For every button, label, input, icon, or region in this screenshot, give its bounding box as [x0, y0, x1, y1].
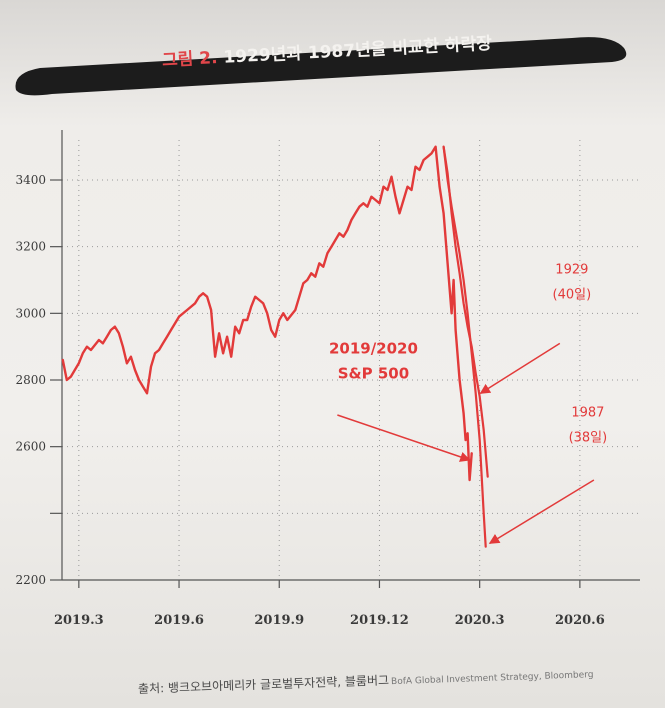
- y-tick-label: 3400: [15, 173, 46, 187]
- x-tick-label: 2019.9: [254, 613, 304, 628]
- annotation-label: 1987: [571, 406, 604, 421]
- series-line: [442, 145, 487, 548]
- y-tick-label: 2600: [15, 440, 46, 454]
- annotation-label: 2019/2020: [329, 339, 418, 357]
- y-tick-label: 3000: [15, 306, 46, 320]
- x-tick-label: 2020.6: [555, 613, 605, 628]
- annotation-arrow: [488, 479, 595, 544]
- grid: [62, 140, 640, 580]
- figure-banner: 그림 2. 1929년과 1987년을 비교한 하락장: [12, 18, 634, 100]
- annotation-label: (40일): [553, 287, 592, 302]
- y-axis-ticks: 2200 2600 2800 3000 3200 3400: [15, 173, 62, 587]
- series-group: [61, 145, 489, 548]
- y-tick-label: 2800: [15, 373, 46, 387]
- annotation-label: 1929: [555, 262, 588, 277]
- annotations: 2019/2020 S&P 500 1929 (40일) 1987 (38일): [329, 262, 608, 544]
- x-tick-label: 2019.6: [154, 613, 204, 628]
- y-tick-label: 3200: [15, 240, 46, 254]
- x-tick-label: 2019.3: [54, 613, 104, 628]
- banner-shape: [15, 37, 627, 96]
- y-tick-label: 2200: [15, 573, 46, 587]
- annotation-arrow: [337, 414, 471, 462]
- x-tick-label: 2020.3: [455, 613, 505, 628]
- x-axis-ticks: 2019.3 2019.6 2019.9 2019.12 2020.3 2020.6: [54, 580, 605, 628]
- x-tick-label: 2019.12: [350, 613, 409, 628]
- series-line: [61, 145, 473, 482]
- annotation-label: (38일): [569, 431, 608, 446]
- axes: [61, 130, 640, 581]
- annotation-label: S&P 500: [338, 364, 409, 382]
- annotation-arrow: [479, 342, 561, 394]
